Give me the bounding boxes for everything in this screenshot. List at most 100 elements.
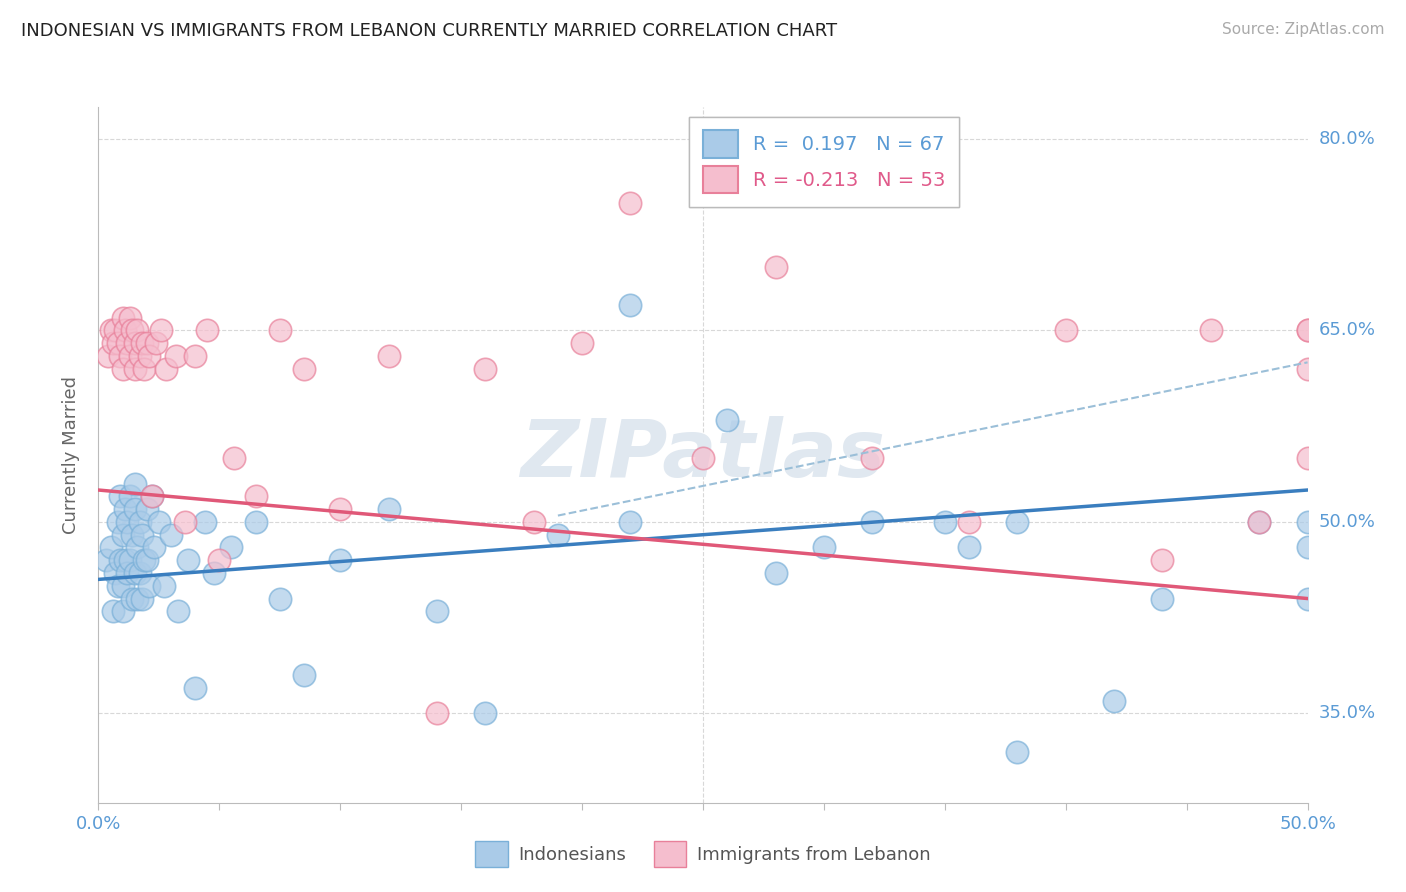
Point (124, 361, 146, 376)
Point (1296, 541, 1319, 555)
Point (765, 566, 787, 580)
Point (221, 541, 243, 555)
Point (245, 490, 267, 504)
Point (195, 323, 218, 337)
Point (1249, 515, 1271, 529)
Point (474, 361, 496, 376)
Legend: Indonesians, Immigrants from Lebanon: Indonesians, Immigrants from Lebanon (468, 834, 938, 874)
Point (619, 195, 641, 210)
Point (124, 566, 146, 580)
Point (174, 515, 197, 529)
Point (547, 527, 569, 541)
Point (160, 527, 183, 541)
Point (145, 336, 167, 351)
Point (934, 515, 956, 529)
Point (118, 349, 141, 363)
Point (107, 579, 129, 593)
Point (94, 553, 117, 567)
Point (194, 515, 217, 529)
Point (1152, 591, 1174, 606)
Text: ZIPatlas: ZIPatlas (520, 416, 886, 494)
Point (377, 502, 399, 516)
Point (619, 298, 641, 312)
Point (134, 553, 156, 567)
Point (117, 566, 139, 580)
Point (127, 323, 149, 337)
Point (143, 541, 166, 555)
Point (121, 591, 143, 606)
Point (1296, 591, 1319, 606)
Point (1296, 451, 1319, 466)
Point (118, 553, 141, 567)
Point (128, 566, 150, 580)
Legend: R =  0.197   N = 67, R = -0.213   N = 53: R = 0.197 N = 67, R = -0.213 N = 53 (689, 117, 959, 207)
Point (167, 604, 190, 618)
Point (1249, 515, 1271, 529)
Point (474, 706, 496, 721)
Point (107, 336, 129, 351)
Point (131, 336, 153, 351)
Point (204, 566, 226, 580)
Point (117, 336, 139, 351)
Point (108, 553, 131, 567)
Point (1296, 323, 1319, 337)
Point (1199, 323, 1222, 337)
Point (135, 336, 157, 351)
Point (114, 502, 136, 516)
Point (571, 336, 593, 351)
Text: Source: ZipAtlas.com: Source: ZipAtlas.com (1222, 22, 1385, 37)
Point (177, 553, 200, 567)
Point (813, 541, 835, 555)
Point (141, 490, 163, 504)
Point (208, 553, 231, 567)
Point (135, 553, 157, 567)
Point (860, 515, 883, 529)
Point (118, 310, 141, 325)
Point (107, 515, 129, 529)
Point (141, 490, 163, 504)
Point (222, 451, 245, 466)
Text: 80.0%: 80.0% (1319, 130, 1375, 148)
Point (124, 502, 146, 516)
Point (121, 527, 143, 541)
Point (104, 566, 127, 580)
Point (128, 515, 150, 529)
Point (1296, 361, 1319, 376)
Point (111, 361, 134, 376)
Point (138, 579, 160, 593)
Text: 50.0%: 50.0% (1319, 513, 1375, 531)
Point (329, 502, 352, 516)
Point (269, 323, 291, 337)
Point (1296, 323, 1319, 337)
Point (117, 515, 139, 529)
Point (100, 541, 122, 555)
Point (101, 604, 124, 618)
Text: 35.0%: 35.0% (1319, 705, 1376, 723)
Point (619, 515, 641, 529)
Point (292, 668, 315, 682)
Point (1102, 694, 1125, 708)
Point (860, 451, 883, 466)
Point (114, 323, 136, 337)
Point (716, 413, 738, 427)
Point (131, 527, 153, 541)
Point (108, 349, 131, 363)
Point (245, 515, 267, 529)
Point (127, 591, 149, 606)
Point (957, 515, 980, 529)
Point (165, 349, 187, 363)
Point (155, 361, 177, 376)
Point (1007, 515, 1029, 529)
Point (118, 490, 141, 504)
Text: INDONESIAN VS IMMIGRANTS FROM LEBANON CURRENTLY MARRIED CORRELATION CHART: INDONESIAN VS IMMIGRANTS FROM LEBANON CU… (21, 22, 837, 40)
Point (150, 323, 173, 337)
Point (111, 310, 134, 325)
Point (523, 515, 546, 529)
Point (1054, 323, 1077, 337)
Point (329, 553, 352, 567)
Point (269, 591, 291, 606)
Point (692, 451, 714, 466)
Point (101, 336, 124, 351)
Point (426, 706, 449, 721)
Point (131, 591, 153, 606)
